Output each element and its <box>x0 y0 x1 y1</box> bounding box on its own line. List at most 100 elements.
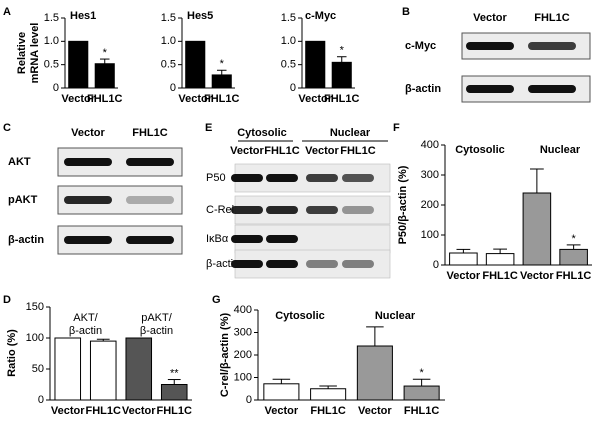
bar <box>185 40 206 89</box>
blot-band <box>306 206 338 214</box>
bar <box>331 61 352 89</box>
blot-band <box>266 260 298 268</box>
y-axis-label: C-rel/β-actin (%) <box>219 313 231 398</box>
bar <box>54 337 82 401</box>
blot-band <box>266 206 298 214</box>
significance: * <box>103 47 108 59</box>
x-tick-label: FHL1C <box>404 405 440 417</box>
blot-band <box>231 206 263 214</box>
x-tick-label: FHL1C <box>87 93 123 105</box>
column-label: FHL1C <box>340 145 376 157</box>
row-label: β-actin <box>206 258 239 270</box>
panel-letter: E <box>205 122 212 134</box>
column-label: Vector <box>230 145 264 157</box>
group-label: AKT/ <box>73 312 98 324</box>
row-label: pAKT <box>8 194 38 206</box>
significance: * <box>340 45 345 57</box>
y-axis-label: Relative <box>16 32 28 74</box>
bar <box>160 384 188 401</box>
y-tick-label: 100 <box>421 229 439 241</box>
chart-title: Hes5 <box>187 10 213 22</box>
row-label: β-actin <box>8 234 44 246</box>
blot-band <box>466 85 514 93</box>
bar <box>356 345 393 401</box>
blot-band <box>266 235 298 243</box>
panel-letter: F <box>393 122 400 134</box>
y-tick-label: 0 <box>38 394 44 406</box>
column-label: FHL1C <box>264 145 300 157</box>
x-tick-label: Vector <box>298 93 332 105</box>
bar <box>403 385 440 401</box>
x-tick-label: Vector <box>122 405 156 417</box>
row-label: P50 <box>206 172 226 184</box>
group-label: β-actin <box>69 325 102 337</box>
x-tick-label: Vector <box>61 93 95 105</box>
x-tick-label: Vector <box>358 405 392 417</box>
y-tick-label: 0.5 <box>161 59 176 71</box>
significance: * <box>571 233 576 245</box>
y-tick-label: 150 <box>26 301 44 313</box>
y-tick-label: 0.5 <box>281 59 296 71</box>
y-tick-label: 400 <box>421 139 439 151</box>
chart-title: Hes1 <box>70 10 96 22</box>
blot-band <box>64 158 112 166</box>
column-label: Vector <box>71 127 105 139</box>
blot-band <box>342 174 374 182</box>
x-tick-label: FHL1C <box>324 93 360 105</box>
y-axis-label: P50/β-actin (%) <box>397 165 409 244</box>
panel-letter: C <box>3 122 11 134</box>
chart-title: c-Myc <box>305 10 336 22</box>
group-label: Cytosolic <box>237 127 287 139</box>
x-tick-label: Vector <box>447 270 481 282</box>
x-tick-label: FHL1C <box>86 405 122 417</box>
panel-letter: A <box>3 6 11 18</box>
blot-band <box>126 236 174 244</box>
row-label: C-Rel <box>206 204 234 216</box>
significance: ** <box>170 367 179 379</box>
blot-band <box>64 236 112 244</box>
y-tick-label: 1.0 <box>161 35 176 47</box>
row-label: AKT <box>8 156 31 168</box>
group-label: Nuclear <box>330 127 371 139</box>
y-axis-label: mRNA level <box>29 23 41 84</box>
x-tick-label: Vector <box>520 270 554 282</box>
significance: * <box>220 58 225 70</box>
blot-band <box>64 196 112 204</box>
blot-band <box>231 260 263 268</box>
row-label: c-Myc <box>405 40 436 52</box>
group-label: Cytosolic <box>275 310 325 322</box>
x-tick-label: FHL1C <box>556 270 592 282</box>
blot-band <box>306 174 338 182</box>
x-tick-label: Vector <box>51 405 85 417</box>
group-label: Nuclear <box>540 144 581 156</box>
y-tick-label: 100 <box>234 371 252 383</box>
bar <box>559 248 588 266</box>
bar <box>89 340 117 401</box>
bar <box>68 40 89 89</box>
group-label: β-actin <box>140 325 173 337</box>
blot-band <box>126 158 174 166</box>
y-tick-label: 300 <box>234 326 252 338</box>
x-tick-label: Vector <box>178 93 212 105</box>
blot-band <box>306 260 338 268</box>
y-tick-label: 0 <box>53 82 59 94</box>
blot-band <box>528 85 576 93</box>
y-tick-label: 200 <box>234 349 252 361</box>
column-label: FHL1C <box>132 127 168 139</box>
bar <box>125 337 153 401</box>
column-label: Vector <box>305 145 339 157</box>
group-label: Cytosolic <box>455 144 505 156</box>
group-label: Nuclear <box>375 310 416 322</box>
blot-band <box>466 42 514 50</box>
panel-letter: B <box>402 6 410 18</box>
y-tick-label: 1.5 <box>281 12 296 24</box>
y-tick-label: 1.5 <box>44 12 59 24</box>
y-axis-label: Ratio (%) <box>6 329 18 377</box>
y-tick-label: 0.5 <box>44 59 59 71</box>
bar <box>94 63 115 89</box>
y-tick-label: 0 <box>246 394 252 406</box>
y-tick-label: 1.0 <box>44 35 59 47</box>
y-tick-label: 100 <box>26 332 44 344</box>
bar <box>485 253 515 266</box>
blot-band <box>266 174 298 182</box>
